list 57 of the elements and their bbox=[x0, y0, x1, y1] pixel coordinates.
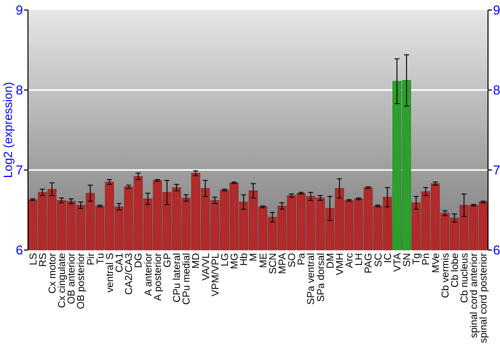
x-tick-label: SPa ventral bbox=[306, 253, 318, 305]
x-tick-label: LS bbox=[28, 252, 40, 266]
x-tick-label: CA1 bbox=[114, 252, 126, 272]
x-tick-label: A posterior bbox=[152, 252, 164, 301]
y-tick-label: 8 bbox=[16, 82, 23, 98]
x-tick-label: LH bbox=[354, 253, 366, 266]
x-tick-label: Hb bbox=[239, 252, 250, 266]
x-tick-label: Cb nucleus bbox=[460, 253, 471, 304]
x-tick-label: SN bbox=[402, 253, 414, 267]
x-tick-label: spinal cord posterior bbox=[478, 252, 490, 344]
y2-tick-label: 6 bbox=[493, 242, 500, 258]
x-tick-label: CPu lateral bbox=[172, 253, 184, 302]
x-tick-label: LG bbox=[220, 252, 231, 266]
y-axis-title: Log2 (expression) bbox=[1, 82, 15, 178]
x-tick-label: MPA bbox=[277, 252, 288, 274]
x-tick-label: MG bbox=[230, 252, 241, 270]
x-tick-label: MD bbox=[191, 253, 202, 269]
x-tick-label: ventral S bbox=[104, 252, 116, 292]
y-tick-label: 9 bbox=[16, 2, 23, 18]
x-tick-label: VPM/VPL bbox=[210, 252, 222, 296]
x-tick-label: SO bbox=[287, 252, 298, 268]
x-tick-label: spinal cord anterior bbox=[469, 252, 480, 338]
x-tick-label: M bbox=[248, 253, 260, 262]
x-tick-label: Pn bbox=[421, 253, 432, 266]
x-tick-label: CPu medial bbox=[182, 253, 193, 305]
y-tick-label: 6 bbox=[16, 242, 23, 258]
x-tick-label: Pa bbox=[296, 252, 308, 266]
x-tick-label: ME bbox=[258, 252, 270, 268]
x-tick-label: MVe bbox=[430, 252, 442, 274]
x-tick-label: DG bbox=[134, 252, 145, 268]
x-tick-label: CA2/CA3 bbox=[124, 252, 136, 295]
x-tick-label: Tg bbox=[412, 253, 423, 265]
y-tick-label: 7 bbox=[16, 162, 23, 178]
y2-tick-label: 9 bbox=[493, 2, 500, 18]
x-tick-label: Pir bbox=[86, 252, 97, 266]
x-tick-label: OB anterior bbox=[66, 252, 78, 304]
x-tick-label: Cx cingulate bbox=[57, 252, 68, 308]
x-tick-label: RS bbox=[38, 252, 49, 267]
y2-tick-label: 7 bbox=[493, 162, 500, 178]
x-tick-label: Cb vermis bbox=[440, 253, 452, 298]
x-tick-label: PAG bbox=[364, 252, 375, 274]
x-tick-label: GP bbox=[162, 252, 174, 268]
x-tick-label: IC bbox=[382, 253, 394, 263]
x-tick-label: VTA bbox=[392, 252, 404, 272]
x-tick-label: SPa dorsal bbox=[316, 253, 327, 302]
x-tick-label: DM bbox=[325, 253, 336, 269]
x-tick-label: Cx motor bbox=[47, 252, 58, 294]
x-tick-label: SC bbox=[373, 253, 384, 267]
x-tick-label: Tu bbox=[95, 253, 106, 264]
x-tick-label: SCN bbox=[268, 253, 279, 274]
x-tick-label: OB posterior bbox=[76, 252, 88, 310]
x-tick-label: Arc bbox=[344, 253, 356, 268]
x-tick-label: VA/VL bbox=[200, 252, 212, 281]
x-tick-label: VMH bbox=[334, 253, 346, 276]
x-tick-label: Cb lobe bbox=[450, 252, 461, 288]
y2-tick-label: 8 bbox=[493, 82, 500, 98]
x-tick-label: A anterior bbox=[143, 252, 154, 296]
